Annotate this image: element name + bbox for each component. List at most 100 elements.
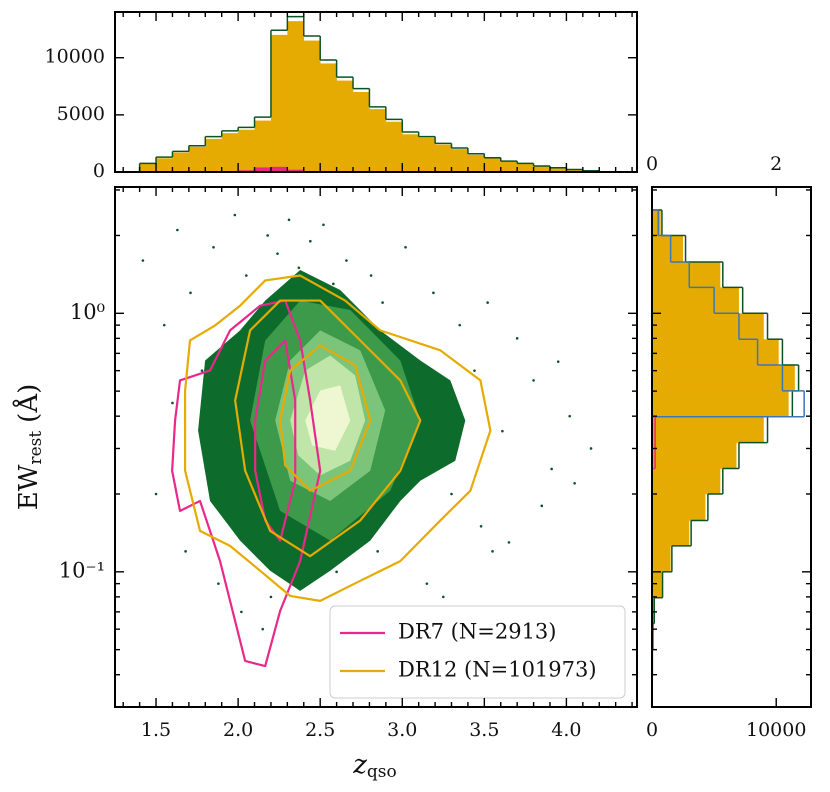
x2-tick-label: 2 [770,153,782,175]
hist-bar [652,442,737,469]
x-tick-label: 1.5 [141,719,171,741]
scatter-point [376,550,379,553]
contour-line [254,339,297,542]
x-label-sub: qso [367,762,397,782]
scatter-point [322,223,325,227]
hist-bar [652,468,721,495]
hist-bar [254,167,272,172]
hist-bar [500,161,518,172]
hist-bar [353,92,370,172]
scatter-point [458,323,462,327]
scatter-point [176,228,179,232]
scatter-point [432,291,435,295]
contour-line [234,299,422,558]
scatter-point [245,274,248,277]
scatter-point [473,369,476,372]
scatter-point [297,266,301,270]
scatter-point [269,595,273,599]
hist-bar [435,144,452,172]
x-tick-label: 4.0 [551,719,581,741]
contour-line [183,274,492,602]
axes: DR7 (N=2913) DR12 (N=101973) 1.5 2.0 2.5 3.0 3… [45,11,812,741]
x-tick-label: 0 [646,719,658,741]
scatter-point [309,239,312,243]
scatter-point [240,610,243,614]
y-tick-label: 10000 [45,46,105,68]
hist-bar [652,390,789,418]
hist-bar [139,164,157,172]
scatter-point [141,259,145,262]
scatter-point [507,541,511,544]
scatter-point [479,525,483,528]
scatter-point [184,550,187,553]
scatter-point [589,447,593,450]
hist-bar [287,21,305,172]
x-label-main: z [352,750,367,780]
scatter-point [369,274,373,277]
hist-bar [652,416,764,443]
hist-bar [533,166,551,172]
scatter-point [515,337,519,340]
x-tick-label: 3.5 [469,719,499,741]
hist-bar [652,494,706,521]
hist-bar [418,137,436,172]
scatter-point [568,414,571,418]
y-tick-label: 0 [93,160,105,182]
hist-bar [652,235,684,263]
scatter-point [345,259,348,262]
scatter-point [217,582,220,585]
hist-bar [205,138,222,172]
scatter-point [550,467,553,471]
scatter-point [404,246,407,249]
legend-label: DR12 (N=101973) [398,658,597,682]
scatter-point [266,234,269,237]
density-level [305,385,351,451]
hist-bar [652,339,779,366]
scatter-point [573,482,576,485]
hist-bar [566,169,584,172]
y-label-main: EW [14,464,44,510]
axes-frame [114,186,638,708]
scatter-point [491,550,494,553]
y-tick-label: 10⁻¹ [59,558,105,582]
scatter-point [442,595,445,599]
hist-bar [517,164,534,172]
scatter-point [162,323,166,327]
hist-bar [652,545,671,573]
scatter-point [154,492,158,496]
legend-label: DR7 (N=2913) [398,620,556,644]
scatter-point [450,492,453,496]
hist-bar [652,287,739,314]
hist-bar [652,520,690,547]
hist-bar [270,34,288,172]
scatter-point [212,246,215,249]
hist-bar [254,120,272,172]
scatter-point [425,582,429,585]
hist-bar [270,166,288,172]
hist-bar [402,134,419,172]
hist-bar [467,154,485,172]
x-tick-label: 10000 [746,719,806,741]
hist-bar [652,571,662,599]
scatter-point [501,429,504,433]
x-tick-label: 2.5 [305,719,335,741]
hist-bar [652,313,764,340]
y-axis-label: EWrest (Å) [12,384,46,511]
hist-bar [484,158,502,172]
hist-bar [221,133,239,172]
x2-tick-label: 0 [646,153,658,175]
y-label-sub: rest [26,431,46,465]
hist-bar [172,152,190,172]
hist-bar [369,109,387,172]
hist-bar [652,364,795,392]
main-plot [141,213,593,668]
contour-line [279,344,372,492]
axes-frame [651,186,812,708]
hist-bar [652,261,721,288]
hist-bar [652,209,661,236]
hist-bar [303,40,321,172]
hist-bar [320,63,337,172]
axes-frame [114,11,638,173]
y-label-unit: (Å) [12,384,44,423]
